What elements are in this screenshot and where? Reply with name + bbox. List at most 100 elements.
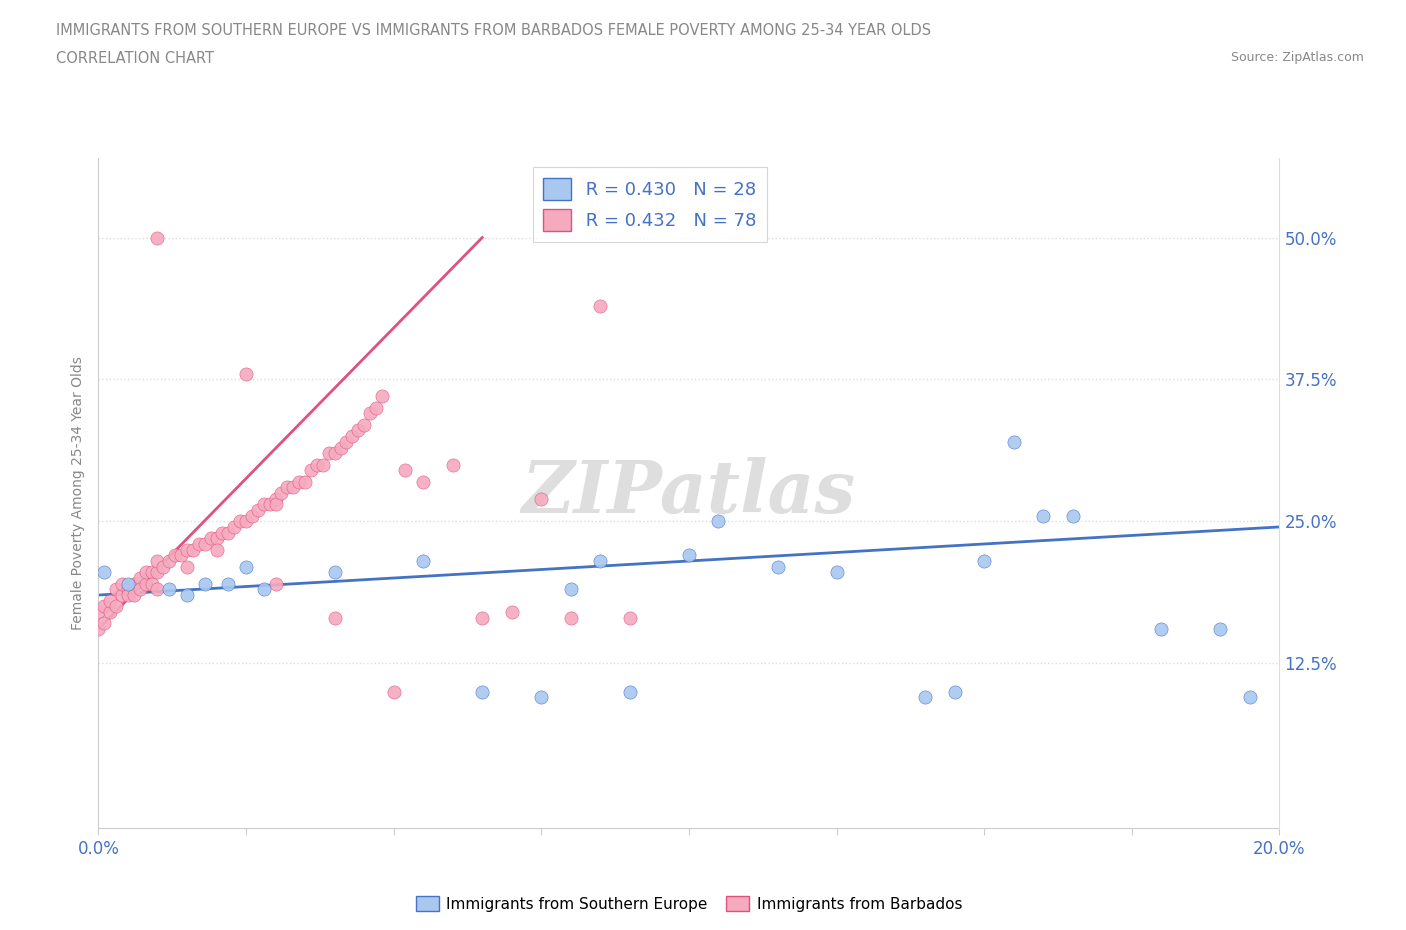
Point xyxy=(335,434,357,449)
Point xyxy=(128,582,150,597)
Point xyxy=(560,582,582,597)
Point xyxy=(312,457,335,472)
Point xyxy=(471,684,494,699)
Point xyxy=(329,440,352,455)
Point xyxy=(98,593,121,608)
Y-axis label: Female Poverty Among 25-34 Year Olds: Female Poverty Among 25-34 Year Olds xyxy=(72,356,86,630)
Point xyxy=(589,299,612,313)
Point xyxy=(264,577,287,591)
Point xyxy=(347,423,370,438)
Point xyxy=(1062,508,1084,523)
Point xyxy=(135,577,157,591)
Point xyxy=(394,463,416,478)
Point xyxy=(1002,434,1025,449)
Point xyxy=(530,690,553,705)
Point xyxy=(165,548,187,563)
Point xyxy=(146,553,169,568)
Point xyxy=(678,548,700,563)
Text: IMMIGRANTS FROM SOUTHERN EUROPE VS IMMIGRANTS FROM BARBADOS FEMALE POVERTY AMONG: IMMIGRANTS FROM SOUTHERN EUROPE VS IMMIG… xyxy=(56,23,931,38)
Point xyxy=(194,537,217,551)
Point xyxy=(240,508,263,523)
Point xyxy=(707,514,730,529)
Point xyxy=(270,485,292,500)
Point xyxy=(943,684,966,699)
Text: CORRELATION CHART: CORRELATION CHART xyxy=(56,51,214,66)
Point xyxy=(111,588,134,603)
Point xyxy=(246,502,269,517)
Point xyxy=(359,406,381,421)
Point xyxy=(235,514,257,529)
Point xyxy=(87,604,110,619)
Point xyxy=(1150,621,1173,636)
Point xyxy=(412,474,434,489)
Point xyxy=(176,542,198,557)
Point xyxy=(283,480,305,495)
Point xyxy=(973,553,995,568)
Point xyxy=(259,497,281,512)
Point xyxy=(766,559,789,574)
Point xyxy=(211,525,233,540)
Point xyxy=(914,690,936,705)
Point xyxy=(619,610,641,625)
Point xyxy=(157,582,180,597)
Point xyxy=(205,531,228,546)
Point xyxy=(105,582,128,597)
Point xyxy=(276,480,298,495)
Point xyxy=(382,684,405,699)
Point xyxy=(1032,508,1054,523)
Point xyxy=(170,548,193,563)
Point xyxy=(299,463,322,478)
Point xyxy=(305,457,328,472)
Point xyxy=(117,588,139,603)
Point xyxy=(560,610,582,625)
Text: ZIPatlas: ZIPatlas xyxy=(522,458,856,528)
Point xyxy=(235,366,257,381)
Point xyxy=(323,610,346,625)
Point xyxy=(364,400,387,415)
Point xyxy=(187,537,209,551)
Point xyxy=(93,565,115,579)
Point xyxy=(128,571,150,586)
Point xyxy=(176,559,198,574)
Point xyxy=(157,553,180,568)
Point xyxy=(146,582,169,597)
Point xyxy=(93,599,115,614)
Point xyxy=(152,559,174,574)
Point xyxy=(217,525,239,540)
Point xyxy=(194,577,217,591)
Point xyxy=(294,474,316,489)
Point xyxy=(253,497,276,512)
Legend: Immigrants from Southern Europe, Immigrants from Barbados: Immigrants from Southern Europe, Immigra… xyxy=(409,889,969,918)
Point xyxy=(323,445,346,460)
Point xyxy=(342,429,364,444)
Point xyxy=(441,457,464,472)
Point xyxy=(371,389,394,404)
Point xyxy=(146,565,169,579)
Point xyxy=(589,553,612,568)
Point xyxy=(98,604,121,619)
Point xyxy=(530,491,553,506)
Point xyxy=(93,616,115,631)
Point xyxy=(235,559,257,574)
Point xyxy=(176,588,198,603)
Point xyxy=(141,577,163,591)
Point xyxy=(205,542,228,557)
Point xyxy=(253,582,276,597)
Point xyxy=(471,610,494,625)
Point xyxy=(111,577,134,591)
Point xyxy=(619,684,641,699)
Point xyxy=(146,230,169,245)
Point xyxy=(117,582,139,597)
Point xyxy=(117,577,139,591)
Point xyxy=(141,565,163,579)
Point xyxy=(353,418,375,432)
Point xyxy=(217,577,239,591)
Legend:  R = 0.430   N = 28,  R = 0.432   N = 78: R = 0.430 N = 28, R = 0.432 N = 78 xyxy=(533,167,766,242)
Point xyxy=(135,565,157,579)
Point xyxy=(1209,621,1232,636)
Point xyxy=(229,514,252,529)
Point xyxy=(87,621,110,636)
Text: Source: ZipAtlas.com: Source: ZipAtlas.com xyxy=(1230,51,1364,64)
Point xyxy=(264,497,287,512)
Point xyxy=(224,520,246,535)
